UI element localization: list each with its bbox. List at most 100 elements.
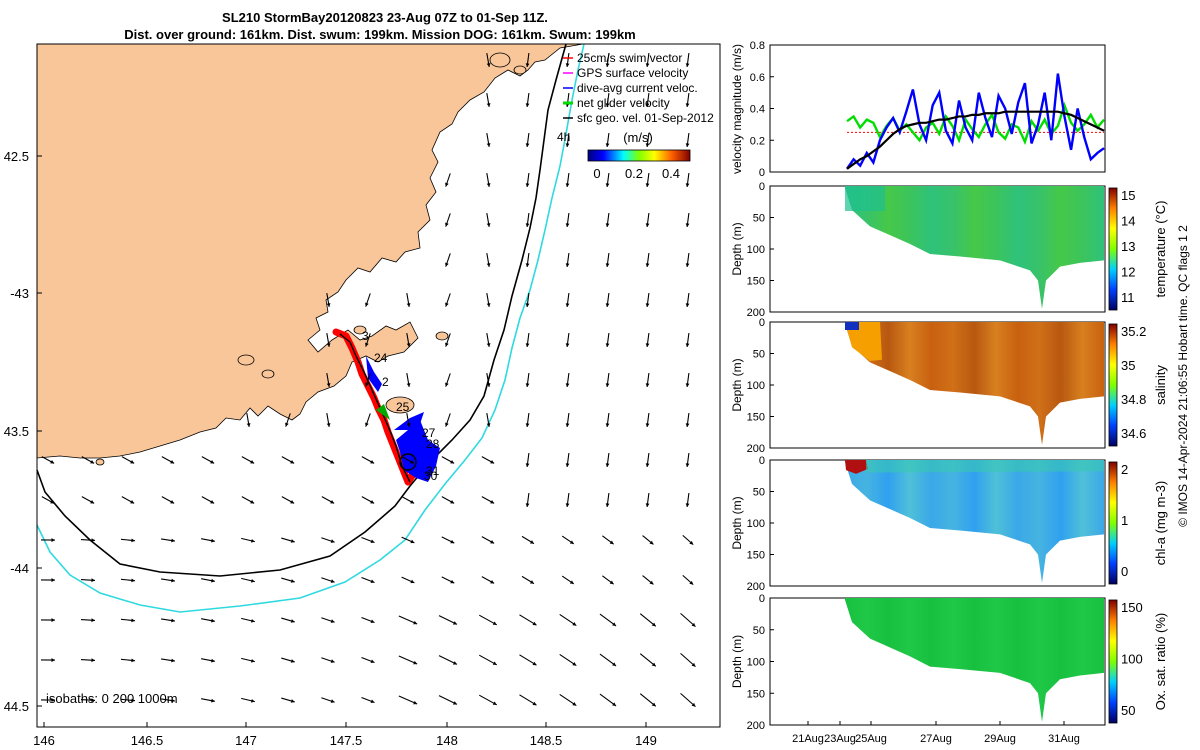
geo-velocity-arrowhead xyxy=(529,540,534,544)
geo-velocity-arrowhead xyxy=(290,659,295,663)
geo-velocity-arrowhead xyxy=(410,579,415,584)
geo-velocity-arrowhead xyxy=(525,303,530,307)
geo-velocity-arrowhead xyxy=(406,303,411,307)
geo-velocity-arrowhead xyxy=(445,222,449,227)
geo-velocity-arrowhead xyxy=(290,699,295,703)
geo-velocity-arrowhead xyxy=(406,423,411,427)
geo-velocity-arrowhead xyxy=(490,499,495,504)
geo-velocity-arrowhead xyxy=(365,342,369,347)
geo-velocity-arrowhead xyxy=(605,383,610,387)
map-y-tick-label: -44 xyxy=(10,561,29,576)
geo-velocity-arrowhead xyxy=(406,383,411,387)
geo-velocity-arrowhead xyxy=(685,103,690,107)
geo-velocity-arrowhead xyxy=(525,503,530,507)
geo-velocity-arrowhead xyxy=(370,659,375,664)
geo-velocity-arrowhead xyxy=(569,580,574,584)
map-x-tick-label: 149 xyxy=(635,733,657,748)
colorbar-tick-label: 0.4 xyxy=(662,166,680,181)
geo-velocity-arrowhead xyxy=(410,499,415,504)
legend-label: 25cm/s swim vector xyxy=(577,51,682,65)
geo-velocity-arrowhead xyxy=(605,263,610,267)
geo-velocity-arrowhead xyxy=(572,622,577,626)
geo-velocity-arrowhead xyxy=(131,618,135,623)
geo-velocity-arrowhead xyxy=(525,463,530,467)
geo-velocity-arrowhead xyxy=(210,499,215,504)
geo-velocity-arrowhead xyxy=(131,658,135,663)
geo-velocity-arrowhead xyxy=(691,622,696,627)
current-vectors-cluster xyxy=(396,420,440,482)
geo-velocity-arrowhead xyxy=(330,499,335,504)
geo-velocity-arrowhead xyxy=(211,658,215,663)
geo-velocity-arrowhead xyxy=(490,459,495,464)
geo-velocity-arrowhead xyxy=(91,698,95,703)
map-x-tick-label: 148 xyxy=(436,733,458,748)
geo-velocity-arrowhead xyxy=(645,463,650,467)
geo-velocity-arrowhead xyxy=(90,459,95,464)
geo-velocity-arrowhead xyxy=(609,580,614,585)
geo-velocity-arrowhead xyxy=(211,698,215,703)
geo-velocity-arrowhead xyxy=(51,618,55,622)
geo-velocity-arrowhead xyxy=(130,499,135,504)
geo-velocity-arrowhead xyxy=(370,699,375,704)
chart-title: SL210 StormBay20120823 23-Aug 07Z to 01-… xyxy=(222,10,548,25)
geo-velocity-arrowhead xyxy=(250,459,255,464)
geo-velocity-arrowhead xyxy=(565,143,570,147)
geo-velocity-arrowhead xyxy=(131,698,135,703)
geo-velocity-arrowhead xyxy=(565,503,570,507)
geo-velocity-arrowhead xyxy=(645,503,650,507)
legend-label: sfc geo. vel. 01-Sep-2012 xyxy=(577,111,714,125)
geo-velocity-arrowhead xyxy=(565,463,570,467)
geo-velocity-arrowhead xyxy=(250,538,255,543)
geo-velocity-arrowhead xyxy=(290,459,295,464)
geo-velocity-arrowhead xyxy=(445,342,449,347)
geo-velocity-arrowhead xyxy=(486,103,491,107)
geo-velocity-arrowhead xyxy=(130,459,135,464)
glider-track-center xyxy=(339,333,411,483)
geo-velocity-arrowhead xyxy=(370,619,375,624)
geo-velocity-arrowhead xyxy=(565,183,570,187)
geo-velocity-arrowhead xyxy=(572,702,577,706)
geo-velocity-arrowhead xyxy=(525,103,530,107)
geo-velocity-arrowhead xyxy=(250,618,255,623)
geo-velocity-arrowhead xyxy=(685,303,690,307)
map-x-tick-label: 146 xyxy=(33,733,55,748)
geo-velocity-arrowhead xyxy=(490,540,495,544)
geo-velocity-arrowhead xyxy=(685,143,690,147)
map-frame xyxy=(36,43,721,728)
geo-velocity-arrowhead xyxy=(529,580,534,584)
geo-velocity-arrowhead xyxy=(605,303,610,307)
geo-velocity-arrowhead xyxy=(370,539,375,544)
geo-velocity-arrowhead xyxy=(525,383,530,387)
geo-velocity-arrowhead xyxy=(413,700,418,705)
geo-velocity-arrowhead xyxy=(605,223,610,227)
geo-velocity-arrowhead xyxy=(170,499,175,504)
geo-velocity-arrowhead xyxy=(649,580,654,585)
geo-velocity-arrowhead xyxy=(410,539,415,544)
geo-velocity-arrowhead xyxy=(490,580,495,584)
track-day-label: 25 xyxy=(396,400,410,414)
geo-velocity-arrowhead xyxy=(330,699,335,703)
credit-text: © IMOS 14-Apr-2024 21:06:55 Hobart time.… xyxy=(1176,225,1190,527)
geo-velocity-arrowhead xyxy=(645,103,650,107)
geo-velocity-arrowhead xyxy=(326,383,331,387)
geo-velocity-arrowhead xyxy=(565,423,570,427)
isobath-legend: isobaths: 0 200 1000m xyxy=(46,691,178,706)
geo-velocity-arrowhead xyxy=(525,343,530,347)
geo-velocity-arrowhead xyxy=(565,303,570,307)
geo-velocity-arrowhead xyxy=(250,499,255,504)
geo-velocity-arrowhead xyxy=(605,143,610,147)
geo-velocity-arrowhead xyxy=(565,63,570,67)
geo-velocity-arrowhead xyxy=(565,223,570,227)
geo-velocity-arrowhead xyxy=(250,658,255,663)
island xyxy=(435,331,449,341)
geo-velocity-arrowhead xyxy=(605,183,610,187)
geo-velocity-arrowhead xyxy=(525,143,530,147)
geo-velocity-arrowhead xyxy=(450,459,455,464)
chart-subtitle: Dist. over ground: 161km. Dist. swum: 19… xyxy=(124,27,636,42)
geo-velocity-arrowhead xyxy=(486,263,491,267)
map-x-tick-label: 147 xyxy=(235,733,257,748)
geo-velocity-arrowhead xyxy=(330,459,335,464)
geo-velocity-arrowhead xyxy=(91,658,95,663)
geo-velocity-arrowhead xyxy=(649,540,654,545)
